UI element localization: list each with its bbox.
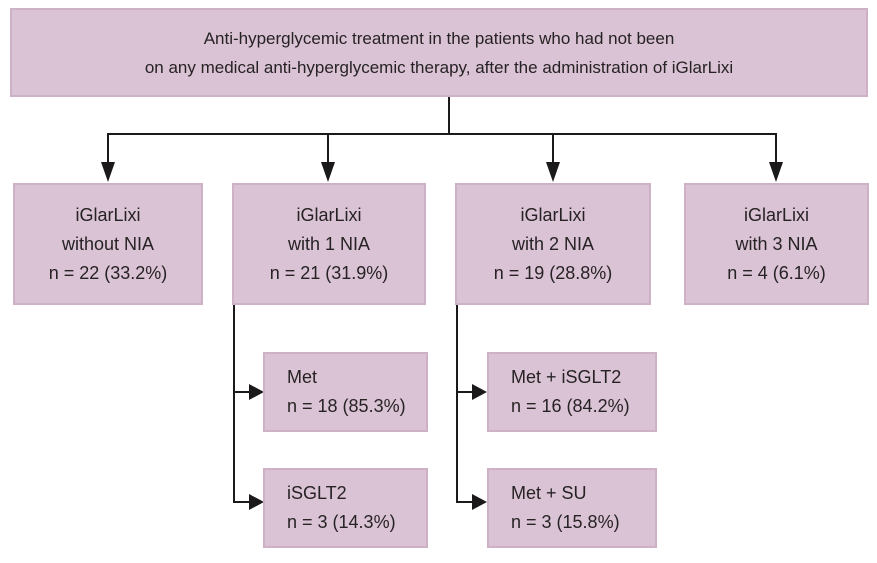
subgroup-count: n = 18 (85.3%) bbox=[287, 396, 406, 416]
group-drug: iGlarLixi bbox=[296, 204, 362, 225]
subgroup-box-met-isglt2: Met + iSGLT2 n = 16 (84.2%) bbox=[487, 352, 657, 432]
branch-vline-group3 bbox=[456, 305, 458, 502]
subgroup-box-met-su: Met + SU n = 3 (15.8%) bbox=[487, 468, 657, 548]
group-box-without-nia: iGlarLixi without NIA n = 22 (33.2%) bbox=[13, 183, 203, 305]
down-arrowhead-icon-1 bbox=[101, 162, 115, 182]
down-arrowhead-icon-3 bbox=[546, 162, 560, 182]
subgroup-name: Met + SU bbox=[511, 483, 587, 503]
branch-vline-group2 bbox=[233, 305, 235, 502]
group-box-3-nia: iGlarLixi with 3 NIA n = 4 (6.1%) bbox=[684, 183, 869, 305]
connector-horizontal bbox=[107, 133, 777, 135]
subgroup-count: n = 3 (14.3%) bbox=[287, 512, 396, 532]
subgroup-box-isglt2: iSGLT2 n = 3 (14.3%) bbox=[263, 468, 428, 548]
connector-drop-3 bbox=[552, 133, 554, 163]
subgroup-box-met: Met n = 18 (85.3%) bbox=[263, 352, 428, 432]
right-arrowhead-icon-met bbox=[249, 384, 264, 400]
connector-drop-1 bbox=[107, 133, 109, 163]
title-box: Anti-hyperglycemic treatment in the pati… bbox=[10, 8, 868, 97]
group-drug: iGlarLixi bbox=[75, 204, 141, 225]
group-count: n = 21 (31.9%) bbox=[269, 262, 389, 283]
subgroup-name: iSGLT2 bbox=[287, 483, 347, 503]
connector-drop-2 bbox=[327, 133, 329, 163]
group-box-1-nia: iGlarLixi with 1 NIA n = 21 (31.9%) bbox=[232, 183, 426, 305]
down-arrowhead-icon-2 bbox=[321, 162, 335, 182]
group-regimen: with 3 NIA bbox=[735, 233, 818, 254]
group-count: n = 22 (33.2%) bbox=[48, 262, 168, 283]
title-line-2: on any medical anti-hyperglycemic therap… bbox=[144, 57, 734, 77]
down-arrowhead-icon-4 bbox=[769, 162, 783, 182]
group-box-2-nia: iGlarLixi with 2 NIA n = 19 (28.8%) bbox=[455, 183, 651, 305]
group-drug: iGlarLixi bbox=[520, 204, 586, 225]
connector-stem bbox=[448, 97, 450, 133]
group-drug: iGlarLixi bbox=[743, 204, 809, 225]
right-arrowhead-icon-isglt2 bbox=[249, 494, 264, 510]
right-arrowhead-icon-met-su bbox=[472, 494, 487, 510]
group-regimen: with 1 NIA bbox=[287, 233, 371, 254]
branch-hline-met-su bbox=[456, 501, 473, 503]
subgroup-count: n = 3 (15.8%) bbox=[511, 512, 620, 532]
group-regimen: with 2 NIA bbox=[511, 233, 595, 254]
branch-hline-met bbox=[233, 391, 250, 393]
subgroup-count: n = 16 (84.2%) bbox=[511, 396, 630, 416]
title-line-1: Anti-hyperglycemic treatment in the pati… bbox=[203, 28, 675, 48]
group-regimen: without NIA bbox=[61, 233, 155, 254]
branch-hline-isglt2 bbox=[233, 501, 250, 503]
connector-drop-4 bbox=[775, 133, 777, 163]
branch-hline-met-isglt2 bbox=[456, 391, 473, 393]
subgroup-name: Met + iSGLT2 bbox=[511, 367, 622, 387]
group-count: n = 4 (6.1%) bbox=[727, 262, 826, 283]
right-arrowhead-icon-met-isglt2 bbox=[472, 384, 487, 400]
group-count: n = 19 (28.8%) bbox=[493, 262, 613, 283]
subgroup-name: Met bbox=[287, 367, 318, 387]
